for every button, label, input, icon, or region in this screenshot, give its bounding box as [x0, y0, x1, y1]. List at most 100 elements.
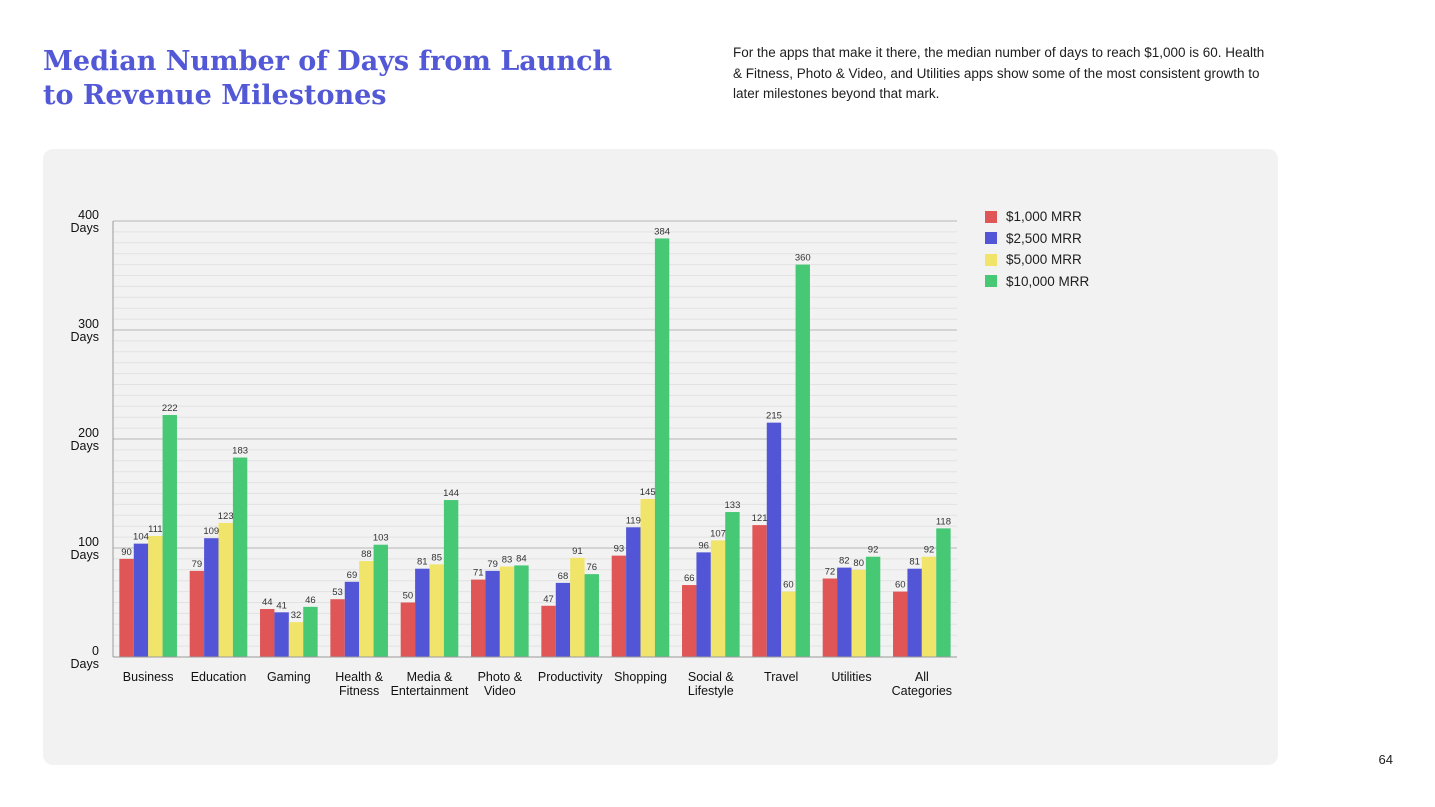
data-label: 68	[558, 571, 569, 582]
data-label: 81	[909, 557, 920, 568]
bar	[710, 540, 726, 657]
page-title-line-1: Median Number of Days from Launch	[43, 46, 613, 77]
data-label: 81	[417, 557, 428, 568]
legend-item: $10,000 MRR	[985, 271, 1089, 293]
bar	[611, 555, 627, 657]
data-label: 69	[347, 570, 358, 581]
data-label: 44	[262, 597, 273, 608]
bar	[232, 457, 248, 657]
data-label: 145	[640, 487, 656, 498]
data-label: 93	[614, 544, 625, 555]
data-label: 66	[684, 573, 695, 584]
bar	[640, 498, 655, 657]
y-tick-label: 200	[78, 426, 99, 440]
legend-item: $1,000 MRR	[985, 206, 1089, 228]
bar	[499, 566, 515, 657]
x-tick-label: Utilities	[831, 670, 871, 684]
data-label: 83	[502, 555, 513, 566]
x-tick-label: Entertainment	[391, 684, 469, 698]
x-tick-label: Travel	[764, 670, 798, 684]
data-label: 50	[403, 591, 414, 602]
bar	[851, 569, 866, 657]
bar	[837, 567, 852, 657]
data-label: 384	[654, 226, 670, 237]
description-text: For the apps that make it there, the med…	[733, 45, 1265, 101]
data-label: 60	[783, 580, 794, 591]
page-title: Median Number of Days from Launch to Rev…	[43, 45, 613, 113]
bar	[921, 556, 937, 657]
x-tick-label: All	[915, 670, 929, 684]
bar	[189, 570, 205, 657]
bar	[162, 415, 177, 657]
data-label: 144	[443, 488, 459, 499]
bar	[330, 599, 345, 657]
data-label: 215	[766, 411, 782, 422]
data-label: 41	[276, 600, 287, 611]
x-tick-label: Gaming	[267, 670, 311, 684]
bar	[822, 578, 838, 657]
bar	[359, 561, 374, 657]
data-label: 222	[162, 403, 178, 414]
legend-swatch-10000	[985, 275, 997, 288]
axes: 0Days100Days200Days300Days400DaysBusines…	[71, 208, 957, 698]
bar	[148, 536, 163, 657]
data-label: 60	[895, 580, 906, 591]
x-tick-label: Education	[191, 670, 247, 684]
data-label: 119	[626, 515, 641, 526]
x-tick-label: Social &	[688, 670, 735, 684]
data-label: 183	[232, 446, 248, 457]
bar	[907, 568, 922, 657]
y-tick-label-unit: Days	[71, 657, 99, 671]
bar	[725, 512, 740, 657]
bar	[936, 528, 951, 657]
legend-swatch-2500	[985, 232, 997, 245]
grid-lines	[113, 220, 957, 658]
data-label: 123	[218, 511, 234, 522]
data-label: 79	[192, 559, 203, 570]
y-tick-label-unit: Days	[71, 548, 99, 562]
y-tick-label: 100	[78, 535, 99, 549]
y-tick-label-unit: Days	[71, 330, 99, 344]
bars	[119, 238, 951, 657]
y-tick-label: 300	[78, 317, 99, 331]
bar	[766, 422, 782, 657]
y-tick-label: 0	[92, 644, 99, 658]
legend-swatch-1000	[985, 210, 997, 223]
data-label: 92	[924, 545, 935, 556]
bar	[570, 557, 585, 657]
x-tick-label: Shopping	[614, 670, 667, 684]
x-tick-label: Photo &	[478, 670, 523, 684]
y-tick-label-unit: Days	[71, 221, 99, 235]
data-label: 85	[431, 552, 442, 563]
bar	[584, 574, 599, 657]
legend-label: $5,000 MRR	[1006, 252, 1082, 268]
bar	[893, 591, 908, 657]
bar	[682, 585, 697, 657]
legend-item: $5,000 MRR	[985, 249, 1089, 271]
bar	[260, 609, 275, 657]
y-tick-label-unit: Days	[71, 439, 99, 453]
x-tick-label: Categories	[892, 684, 952, 698]
bar	[415, 568, 430, 657]
bar	[274, 612, 289, 657]
data-label: 46	[305, 595, 316, 606]
x-tick-label: Productivity	[538, 670, 603, 684]
data-label: 84	[516, 553, 527, 564]
legend-label: $10,000 MRR	[1006, 273, 1090, 289]
bar	[626, 527, 641, 657]
data-label: 71	[473, 568, 484, 579]
page-title-line-2: to Revenue Milestones	[43, 80, 387, 111]
bar	[514, 565, 529, 657]
bar	[204, 538, 219, 657]
data-label: 79	[487, 559, 498, 570]
bar	[133, 543, 149, 657]
legend-label: $1,000 MRR	[1006, 209, 1082, 225]
data-label: 72	[825, 567, 836, 578]
y-tick-label: 400	[78, 208, 99, 222]
bar	[696, 552, 711, 657]
bar	[400, 602, 416, 657]
data-label: 92	[868, 545, 879, 556]
bar	[555, 582, 571, 657]
